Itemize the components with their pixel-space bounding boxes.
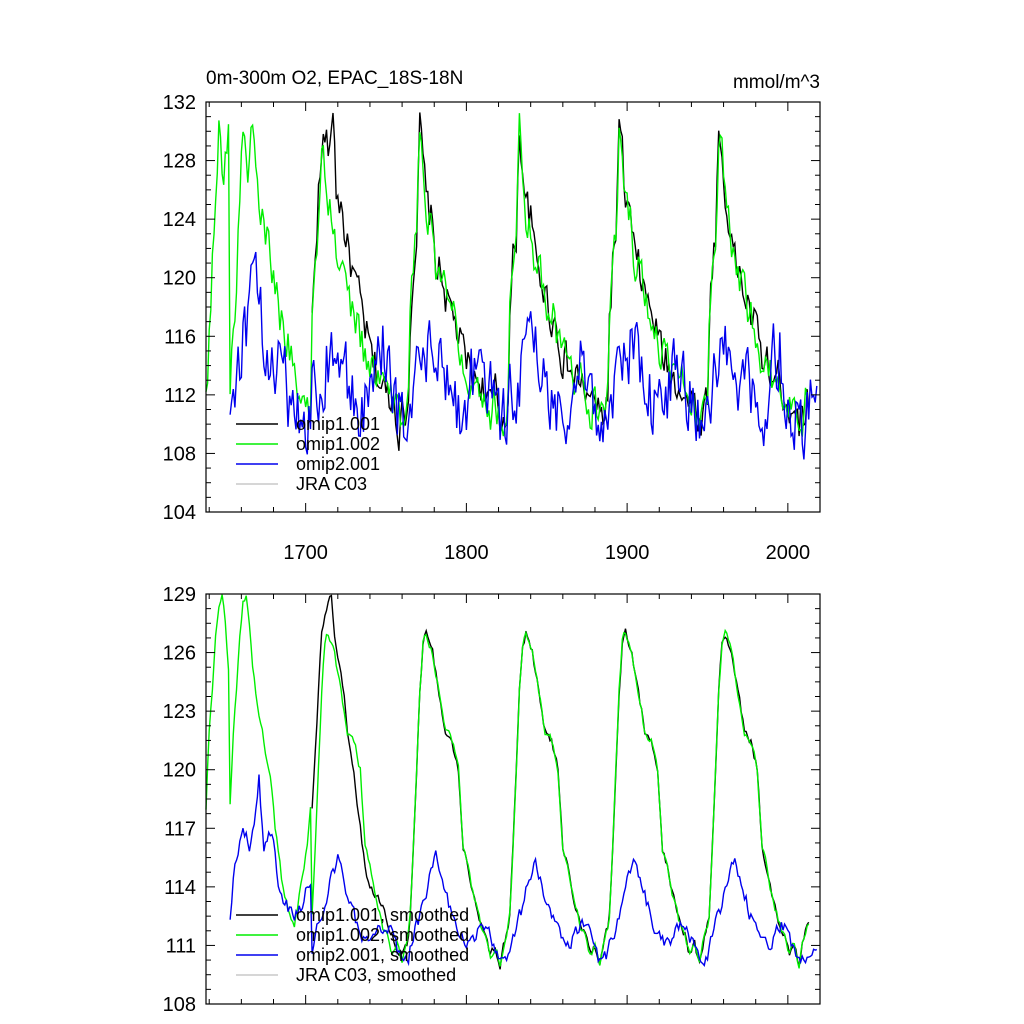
x-tick-label: 2000 <box>766 542 811 564</box>
y-tick-label: 126 <box>163 643 196 665</box>
y-tick-label: 104 <box>163 502 196 524</box>
y-tick-label: 120 <box>163 268 196 290</box>
y-tick-label: 112 <box>164 385 196 407</box>
legend-label: JRA C03, smoothed <box>296 965 456 985</box>
series-line-omip2-001 <box>229 251 818 460</box>
x-tick-label: 1700 <box>283 542 328 564</box>
y-tick-label: 128 <box>163 151 196 173</box>
top-panel-axes: 104 108 112 116 120 124 128 132 1700 1800 1900 2000 <box>163 92 821 564</box>
bottom-panel: 108 111 114 117 120 123 126 129 omip1.001, smoo… <box>163 584 821 1016</box>
x-tick-label: 1800 <box>444 542 489 564</box>
bottom-panel-axes: 108 111 114 117 120 123 126 129 <box>163 584 821 1016</box>
legend-label: JRA C03 <box>296 474 367 494</box>
series-line-omip1-002-smoothed <box>205 594 810 969</box>
y-tick-label: 108 <box>163 443 196 465</box>
legend-label: omip2.001, smoothed <box>296 945 469 965</box>
y-tick-label: 116 <box>164 326 196 348</box>
top-panel-units: mmol/m^3 <box>733 72 820 93</box>
series-line-omip1-001 <box>311 112 810 451</box>
legend-label: omip2.001 <box>296 454 380 474</box>
legend-label: omip1.001 <box>296 414 380 434</box>
y-tick-label: 124 <box>163 209 196 231</box>
x-tick-label: 1900 <box>605 542 650 564</box>
top-panel-lines <box>205 112 818 460</box>
y-tick-label: 117 <box>164 818 196 840</box>
top-panel: 0m-300m O2, EPAC_18S-18N mmol/m^3 104 108… <box>163 68 821 564</box>
y-tick-label: 123 <box>163 701 196 723</box>
y-tick-label: 129 <box>163 584 196 606</box>
series-line-omip2-001-smoothed <box>229 774 818 967</box>
top-panel-title: 0m-300m O2, EPAC_18S-18N <box>206 68 463 89</box>
y-tick-label: 120 <box>163 760 196 782</box>
legend-label: omip1.002, smoothed <box>296 925 469 945</box>
legend-label: omip1.002 <box>296 434 380 454</box>
y-tick-label: 111 <box>166 935 196 957</box>
y-tick-label: 132 <box>163 92 196 114</box>
y-tick-label: 108 <box>163 994 196 1016</box>
series-line-omip1-002 <box>205 113 810 437</box>
y-tick-label: 114 <box>164 877 196 899</box>
bottom-panel-lines <box>205 594 818 970</box>
legend-label: omip1.001, smoothed <box>296 905 469 925</box>
